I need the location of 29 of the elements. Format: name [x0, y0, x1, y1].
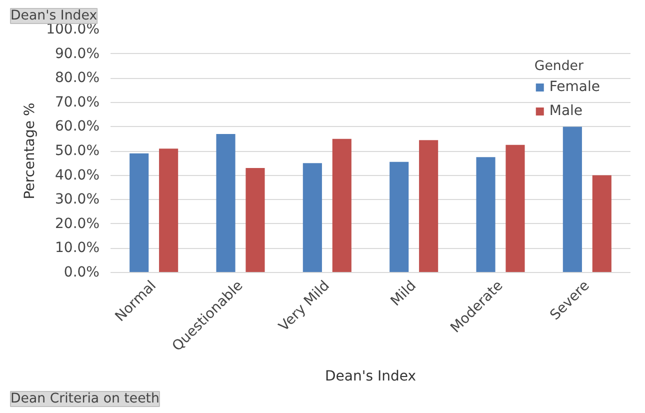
bar — [390, 162, 409, 272]
legend-label: Female — [549, 79, 600, 95]
y-tick-label: 90.0% — [55, 46, 100, 62]
y-tick-label: 20.0% — [55, 216, 100, 232]
x-axis-title: Dean's Index — [325, 368, 416, 384]
text: Dean's Index — [10, 8, 98, 24]
bar — [562, 126, 582, 272]
legend-label: Male — [549, 103, 583, 119]
y-tick-label: 40.0% — [55, 167, 100, 184]
y-tick-label: 60.0% — [55, 118, 100, 135]
bar — [246, 168, 265, 272]
bar — [476, 157, 496, 272]
y-tick-label: 30.0% — [55, 192, 100, 208]
bar — [506, 144, 525, 272]
y-tick-label: 70.0% — [55, 94, 100, 110]
y-tick-label: 10.0% — [55, 240, 100, 256]
y-tick-label: 0.0% — [64, 264, 100, 280]
bar — [216, 134, 236, 272]
bar — [130, 153, 149, 272]
bar — [332, 138, 352, 272]
y-axis-title: Percentage % — [22, 102, 38, 200]
bar — [302, 163, 322, 272]
bar — [159, 148, 178, 272]
legend-title: Gender — [534, 59, 584, 74]
bar — [592, 175, 612, 272]
y-tick-label: 80.0% — [55, 70, 100, 86]
y-tick-label: 50.0% — [55, 143, 100, 159]
bar — [419, 140, 438, 272]
text: Dean Criteria on teeth — [10, 392, 160, 406]
